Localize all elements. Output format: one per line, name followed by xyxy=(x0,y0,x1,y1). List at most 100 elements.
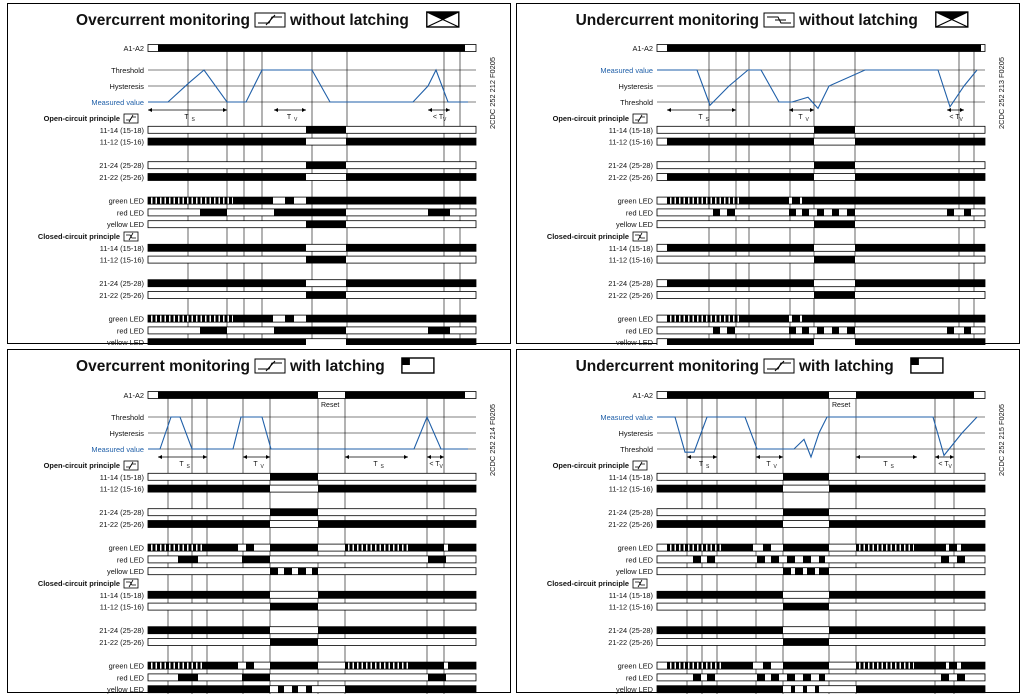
time-label: < T xyxy=(949,114,960,121)
level-label: Measured value xyxy=(91,98,144,107)
closed-circuit-icon xyxy=(632,231,648,242)
document-id: 2CDC 252 213 F0205 xyxy=(997,57,1006,129)
supply-label: A1-A2 xyxy=(632,391,653,400)
led-label: red LED xyxy=(117,326,144,335)
time-subscript: V xyxy=(949,464,953,470)
reset-label: Reset xyxy=(832,402,850,409)
led-label: green LED xyxy=(618,662,653,671)
time-label: T xyxy=(184,114,189,121)
level-label: Measured value xyxy=(91,445,144,454)
contact-label: 21-24 (25-28) xyxy=(608,508,653,517)
contact-bar xyxy=(656,255,986,264)
green-led-bar xyxy=(656,661,986,670)
contact-bar xyxy=(147,508,477,517)
yellow-led-bar xyxy=(656,220,986,229)
contact-bar xyxy=(656,508,986,517)
yellow-led-bar xyxy=(656,567,986,576)
contact-label: 21-22 (25-26) xyxy=(608,173,653,182)
time-label: T xyxy=(883,461,888,468)
title-main: Overcurrent monitoring xyxy=(76,12,250,29)
supply-bar xyxy=(147,44,477,52)
contact-label: 21-24 (25-28) xyxy=(99,279,144,288)
measured-value-trace xyxy=(657,69,978,110)
yellow-led-bar xyxy=(147,685,477,694)
time-guides xyxy=(708,48,975,345)
time-label: < T xyxy=(429,461,440,468)
red-led-bar xyxy=(147,555,477,564)
timing-diagram: Undercurrent monitoring without latching 2… xyxy=(547,11,1006,345)
title-main: Undercurrent monitoring xyxy=(576,12,759,29)
time-label: T xyxy=(766,461,771,468)
timing-diagram: Undercurrent monitoring with latching 2CDC… xyxy=(547,357,1006,694)
contact-bar xyxy=(147,125,477,134)
contact-bar xyxy=(656,484,986,493)
title-suffix: without latching xyxy=(798,12,918,29)
time-subscript: V xyxy=(443,117,447,123)
contact-label: 11-14 (15-18) xyxy=(609,244,653,253)
contact-bar xyxy=(656,125,986,134)
led-label: green LED xyxy=(618,315,653,324)
closed-circuit-label: Closed-circuit principle xyxy=(38,232,120,241)
contact-bar xyxy=(147,243,477,252)
contact-label: 21-24 (25-28) xyxy=(99,626,144,635)
level-label: Measured value xyxy=(600,413,653,422)
led-label: yellow LED xyxy=(616,220,653,229)
closed-circuit-label: Closed-circuit principle xyxy=(38,579,120,588)
contact-label: 21-22 (25-26) xyxy=(99,638,144,647)
green-led-bar xyxy=(656,196,986,205)
contact-bar xyxy=(656,161,986,170)
document-id: 2CDC 252 212 F0205 xyxy=(488,57,497,129)
contact-label: 21-24 (25-28) xyxy=(608,626,653,635)
led-label: green LED xyxy=(109,544,144,553)
red-led-bar xyxy=(147,208,477,217)
open-circuit-icon xyxy=(123,113,139,124)
time-label: T xyxy=(287,114,292,121)
contact-label: 11-14 (15-18) xyxy=(609,126,653,135)
contact-bar xyxy=(147,291,477,299)
led-label: red LED xyxy=(117,555,144,564)
contact-label: 21-22 (25-26) xyxy=(99,173,144,182)
time-subscript: S xyxy=(706,117,710,123)
panel-title: Overcurrent monitoring with latching xyxy=(76,358,385,375)
time-subscript: V xyxy=(774,464,778,470)
contact-bar xyxy=(147,161,477,170)
measured-value-trace xyxy=(148,68,468,103)
time-subscript: V xyxy=(960,117,964,123)
time-subscript: S xyxy=(381,464,385,470)
measured-value-trace xyxy=(657,416,978,459)
green-led-bar xyxy=(147,314,477,323)
red-led-bar xyxy=(656,326,986,335)
led-label: red LED xyxy=(626,555,653,564)
contact-label: 11-14 (15-18) xyxy=(100,591,144,600)
no-latch-icon xyxy=(935,11,969,28)
panel-undercurrent-with-latching: Undercurrent monitoring with latching 2CDC… xyxy=(516,349,1020,694)
overcurrent-icon xyxy=(254,12,286,28)
contact-bar xyxy=(656,472,986,481)
led-label: red LED xyxy=(626,673,653,682)
green-led-bar xyxy=(147,196,477,205)
green-led-bar xyxy=(656,543,986,552)
led-label: yellow LED xyxy=(616,338,653,345)
contact-label: 11-14 (15-18) xyxy=(609,591,653,600)
contact-bar xyxy=(656,638,986,646)
green-led-bar xyxy=(147,661,477,670)
open-circuit-icon xyxy=(632,460,648,471)
time-subscript: S xyxy=(891,464,895,470)
panel-title: Undercurrent monitoring with latching xyxy=(576,358,894,375)
level-label: Hysteresis xyxy=(110,429,145,438)
level-label: Hysteresis xyxy=(110,82,145,91)
contact-label: 11-14 (15-18) xyxy=(609,473,653,482)
red-led-bar xyxy=(147,673,477,682)
red-led-bar xyxy=(656,208,986,217)
contact-bar xyxy=(147,590,477,599)
green-led-bar xyxy=(656,314,986,323)
closed-circuit-icon xyxy=(123,231,139,242)
